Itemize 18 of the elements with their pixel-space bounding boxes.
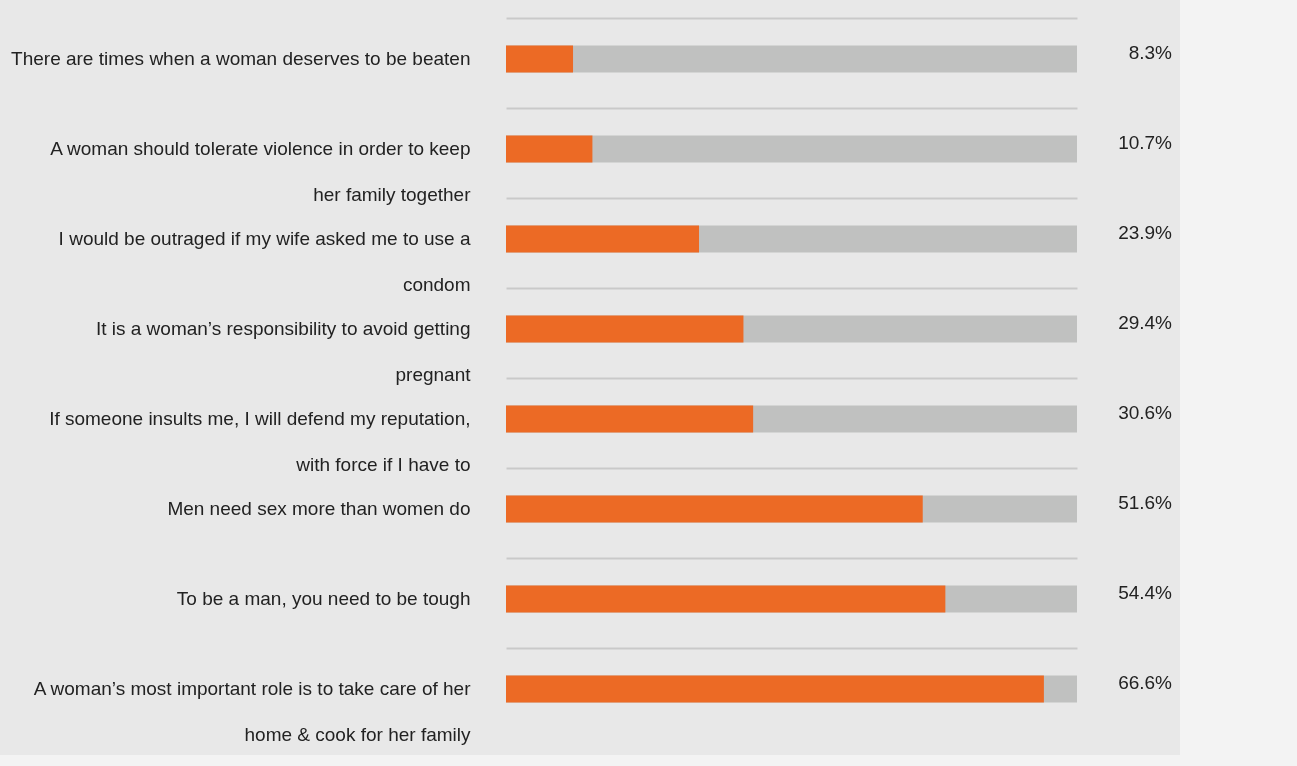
data-label: 51.6% (1118, 492, 1173, 513)
y-tick-label: Men need sex more than women do (167, 498, 471, 519)
category-label: It is a woman’s responsibility to avoid getting pregnant (95, 318, 471, 385)
bar (506, 45, 574, 73)
data-label: 10.7% (1118, 132, 1173, 153)
data-label: 29.4% (1118, 312, 1173, 333)
data-label: 30.6% (1118, 402, 1173, 423)
data-label: 66.6% (1118, 672, 1173, 693)
category-label: A woman should tolerate violence in order to keep her family together (50, 138, 471, 205)
category-label: A woman’s most important role is to take care of her home & cook for her family (33, 678, 471, 745)
category-label: If someone insults me, I will defend my reputation, with force if I have to (49, 408, 471, 475)
data-label: 8.3% (1128, 42, 1173, 63)
data-label: 23.9% (1118, 222, 1173, 243)
bar (506, 135, 593, 163)
y-tick-label: There are times when a woman deserves to be beaten (11, 48, 471, 69)
data-label: 54.4% (1118, 582, 1173, 603)
category-label: I would be outraged if my wife asked me to use a condom (58, 228, 471, 295)
y-tick-label: To be a man, you need to be tough (176, 588, 471, 609)
